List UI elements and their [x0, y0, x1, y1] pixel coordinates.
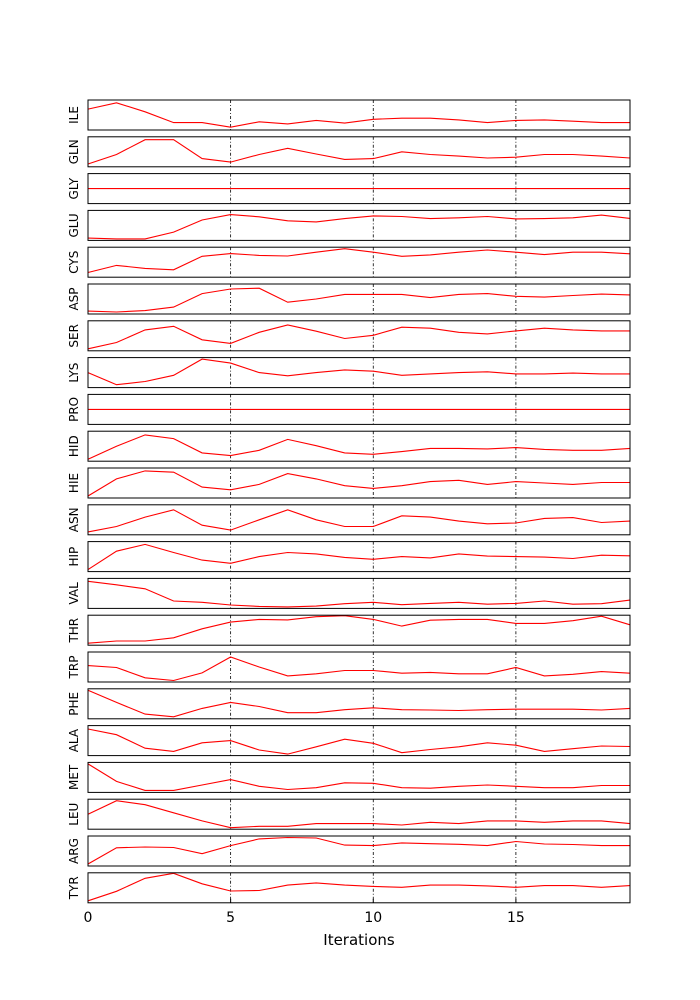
panel-label-ser: SER: [67, 324, 81, 348]
series-line-gln: [87, 139, 631, 165]
panel-frame-tyr: [87, 872, 631, 904]
panel-frame-glu: [87, 209, 631, 241]
panel-label-gln: GLN: [67, 139, 81, 164]
panel-frame-hie: [87, 467, 631, 499]
panel-label-asn: ASN: [67, 507, 81, 532]
x-tick-label-15: 15: [507, 910, 525, 926]
panel-label-thr: THR: [67, 618, 81, 644]
panel-frame-thr: [87, 614, 631, 646]
panel-label-tyr: TYR: [67, 876, 81, 900]
panel-frame-ser: [87, 320, 631, 352]
panel-label-cys: CYS: [67, 251, 81, 274]
panel-label-arg: ARG: [67, 838, 81, 864]
panel-frame-trp: [87, 651, 631, 683]
series-line-glu: [87, 214, 631, 240]
series-line-thr: [87, 615, 631, 644]
panel-label-hip: HIP: [67, 547, 81, 567]
x-tick-label-5: 5: [226, 910, 235, 926]
panel-frame-gln: [87, 136, 631, 168]
panel-label-met: MET: [67, 764, 81, 790]
series-line-hid: [87, 434, 631, 460]
panels: ILE GLN GLY GLU CYS ASP SER LYS PRO HID HIE ASN HIP V…: [67, 99, 631, 904]
panel-ser: SER: [67, 320, 631, 352]
series-line-leu: [87, 800, 631, 829]
panel-arg: ARG: [67, 835, 631, 867]
panel-hid: HID: [67, 430, 631, 462]
panel-label-phe: PHE: [67, 692, 81, 716]
panel-frame-pro: [87, 393, 631, 425]
x-axis-label: Iterations: [323, 931, 395, 949]
panel-asn: ASN: [67, 504, 631, 536]
panel-label-ile: ILE: [67, 106, 81, 124]
panel-label-trp: TRP: [67, 656, 81, 680]
panel-label-pro: PRO: [67, 397, 81, 422]
series-line-cys: [87, 248, 631, 274]
panel-label-glu: GLU: [67, 213, 81, 237]
series-line-val: [87, 580, 631, 608]
panel-label-lys: LYS: [67, 363, 81, 383]
series-line-trp: [87, 656, 631, 682]
series-line-ala: [87, 728, 631, 755]
panel-frame-gly: [87, 173, 631, 205]
panel-hie: HIE: [67, 467, 631, 499]
panel-tyr: TYR: [67, 872, 631, 904]
series-line-asn: [87, 509, 631, 533]
panel-cys: CYS: [67, 246, 631, 278]
series-line-ser: [87, 324, 630, 350]
panel-pro: PRO: [67, 393, 631, 425]
panel-frame-hid: [87, 430, 631, 462]
panel-gln: GLN: [67, 136, 631, 168]
series-line-met: [87, 763, 630, 791]
panel-frame-met: [87, 761, 631, 793]
x-axis: 0 5 10 15: [84, 898, 525, 926]
panel-gly: GLY: [67, 173, 631, 205]
panel-label-leu: LEU: [67, 803, 81, 826]
panel-thr: THR: [67, 614, 631, 646]
panel-frame-ile: [87, 99, 631, 131]
panel-frame-ala: [87, 725, 631, 757]
panel-asp: ASP: [67, 283, 631, 315]
panel-label-hie: HIE: [67, 473, 81, 493]
series-line-asp: [87, 287, 631, 313]
panel-frame-arg: [87, 835, 631, 867]
panel-val: VAL: [67, 577, 631, 609]
panel-label-hid: HID: [67, 435, 81, 457]
panel-phe: PHE: [67, 688, 631, 720]
series-line-tyr: [87, 872, 631, 902]
panel-ala: ALA: [67, 725, 631, 757]
panel-met: MET: [67, 761, 631, 793]
panel-frame-asn: [87, 504, 631, 536]
panel-hip: HIP: [67, 541, 631, 573]
series-line-lys: [87, 358, 630, 386]
x-tick-label-10: 10: [364, 910, 382, 926]
panel-frame-cys: [87, 246, 631, 278]
x-tick-label-0: 0: [84, 910, 93, 926]
series-line-hie: [87, 470, 630, 497]
panel-lys: LYS: [67, 357, 631, 389]
panel-frame-leu: [87, 798, 631, 830]
series-line-hip: [87, 543, 631, 571]
panel-label-ala: ALA: [67, 728, 81, 752]
panel-frame-hip: [87, 541, 631, 573]
panel-label-asp: ASP: [67, 287, 81, 310]
panel-ile: ILE: [67, 99, 631, 131]
series-line-phe: [87, 689, 631, 718]
panel-glu: GLU: [67, 209, 631, 241]
series-line-arg: [87, 836, 630, 865]
panel-label-val: VAL: [67, 582, 81, 605]
series-line-ile: [87, 102, 630, 128]
panel-frame-phe: [87, 688, 631, 720]
panel-label-gly: GLY: [67, 177, 81, 199]
panel-frame-lys: [87, 357, 631, 389]
panel-leu: LEU: [67, 798, 631, 830]
panel-frame-val: [87, 577, 631, 609]
panel-trp: TRP: [67, 651, 631, 683]
panel-frame-asp: [87, 283, 631, 315]
